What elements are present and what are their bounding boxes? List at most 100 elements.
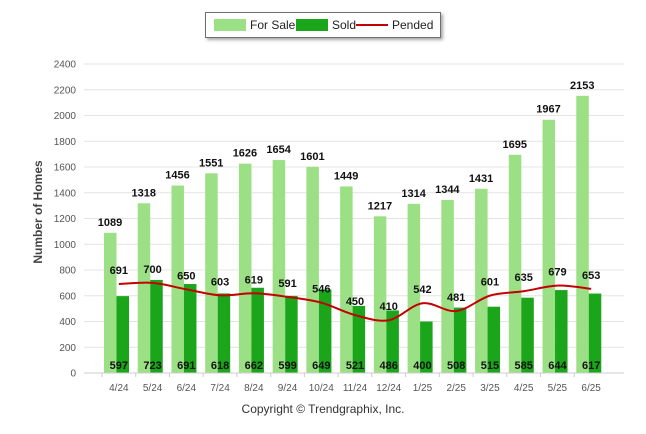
bar-for-sale (137, 203, 151, 373)
data-label-pended: 650 (177, 270, 195, 282)
x-tick-label: 7/24 (210, 383, 230, 394)
data-label-for-sale: 1431 (469, 173, 493, 185)
legend-item-for-sale: For Sale (214, 13, 295, 37)
bar-for-sale (542, 119, 556, 373)
y-tick-label: 0 (70, 369, 76, 380)
bar-sold (251, 287, 264, 373)
data-label-for-sale: 1456 (165, 170, 189, 182)
data-label-pended: 450 (346, 296, 364, 308)
x-tick-label: 3/25 (480, 383, 500, 394)
bar-sold (420, 321, 433, 373)
data-label-sold: 486 (380, 360, 398, 372)
data-label-pended: 619 (245, 274, 263, 286)
bar-for-sale (373, 216, 387, 373)
x-tick-label: 12/24 (376, 383, 401, 394)
y-tick-label: 2400 (54, 60, 77, 71)
data-label-pended: 679 (548, 267, 566, 279)
data-label-for-sale: 1551 (199, 157, 223, 169)
y-tick-label: 1000 (54, 240, 77, 251)
data-label-pended: 410 (380, 301, 398, 313)
legend-label-for-sale: For Sale (250, 18, 296, 32)
bar-for-sale (441, 199, 454, 373)
x-tick-label: 10/24 (309, 383, 334, 394)
data-label-for-sale: 1344 (435, 184, 460, 196)
legend-swatch-sold (296, 19, 328, 31)
data-label-for-sale: 2153 (570, 80, 594, 92)
legend-label-pended: Pended (392, 18, 434, 32)
bar-for-sale (238, 163, 252, 373)
data-label-pended: 601 (481, 277, 499, 289)
bar-for-sale (272, 160, 286, 373)
data-label-sold: 618 (211, 360, 229, 372)
legend-item-sold: Sold (296, 13, 356, 37)
bar-sold (183, 284, 197, 373)
copyright-text: Copyright © Trendgraphix, Inc. (241, 402, 405, 416)
data-label-pended: 591 (278, 278, 296, 290)
bar-sold (521, 297, 534, 373)
data-label-pended: 542 (413, 284, 431, 296)
y-tick-label: 2000 (54, 111, 77, 122)
bar-for-sale (407, 203, 421, 373)
legend-item-pended: Pended (356, 13, 433, 37)
data-label-pended: 546 (312, 284, 330, 296)
data-label-for-sale: 1217 (368, 200, 392, 212)
bar-for-sale (576, 95, 589, 374)
bar-sold (487, 306, 501, 373)
x-tick-label: 1/25 (413, 383, 433, 394)
data-label-sold: 597 (110, 360, 128, 372)
data-label-sold: 599 (278, 360, 296, 372)
y-tick-label: 600 (59, 291, 76, 302)
y-tick-label: 800 (59, 266, 76, 277)
legend-swatch-pended (356, 24, 388, 26)
bar-sold (352, 305, 366, 373)
data-label-pended: 603 (211, 276, 229, 288)
data-label-for-sale: 1601 (300, 151, 324, 163)
data-label-sold: 585 (514, 360, 532, 372)
bar-sold (453, 307, 467, 373)
bar-sold (285, 295, 298, 373)
data-label-pended: 653 (582, 270, 600, 282)
x-tick-label: 8/24 (244, 383, 264, 394)
y-tick-label: 200 (59, 343, 76, 354)
data-label-for-sale: 1314 (401, 188, 426, 200)
data-label-for-sale: 1695 (503, 139, 527, 151)
bar-for-sale (171, 185, 184, 373)
legend-label-sold: Sold (332, 18, 357, 32)
bar-for-sale (205, 173, 218, 373)
x-tick-label: 6/24 (177, 383, 197, 394)
data-label-sold: 649 (312, 360, 330, 372)
data-label-for-sale: 1654 (266, 144, 291, 156)
data-label-for-sale: 1089 (98, 217, 122, 229)
data-label-for-sale: 1449 (334, 170, 358, 182)
y-axis-title: Number of Homes (31, 160, 45, 264)
data-label-sold: 508 (447, 360, 465, 372)
legend-swatch-for-sale (214, 19, 246, 31)
bar-for-sale (508, 154, 522, 373)
data-label-pended: 481 (447, 292, 465, 304)
data-label-sold: 723 (143, 360, 161, 372)
bar-for-sale (306, 166, 319, 373)
legend: For Sale Sold Pended (205, 12, 441, 38)
x-tick-label: 2/25 (446, 383, 466, 394)
line-pended (118, 281, 592, 322)
data-label-pended: 635 (514, 272, 532, 284)
x-tick-label: 11/24 (343, 383, 368, 394)
x-tick-label: 5/24 (143, 383, 163, 394)
data-label-sold: 617 (582, 360, 600, 372)
x-tick-label: 4/25 (514, 383, 534, 394)
bar-for-sale (475, 188, 488, 373)
bar-sold (386, 310, 399, 373)
y-tick-label: 1600 (54, 163, 77, 174)
data-label-sold: 644 (548, 360, 567, 372)
x-tick-label: 4/24 (109, 383, 129, 394)
data-label-for-sale: 1626 (233, 148, 257, 160)
x-tick-label: 5/25 (548, 383, 568, 394)
bar-for-sale (104, 232, 117, 373)
bar-sold (555, 290, 568, 373)
bar-sold (217, 293, 231, 373)
y-tick-label: 2200 (54, 85, 77, 96)
data-label-sold: 400 (413, 360, 431, 372)
data-label-pended: 691 (110, 265, 128, 277)
data-label-pended: 700 (143, 264, 161, 276)
